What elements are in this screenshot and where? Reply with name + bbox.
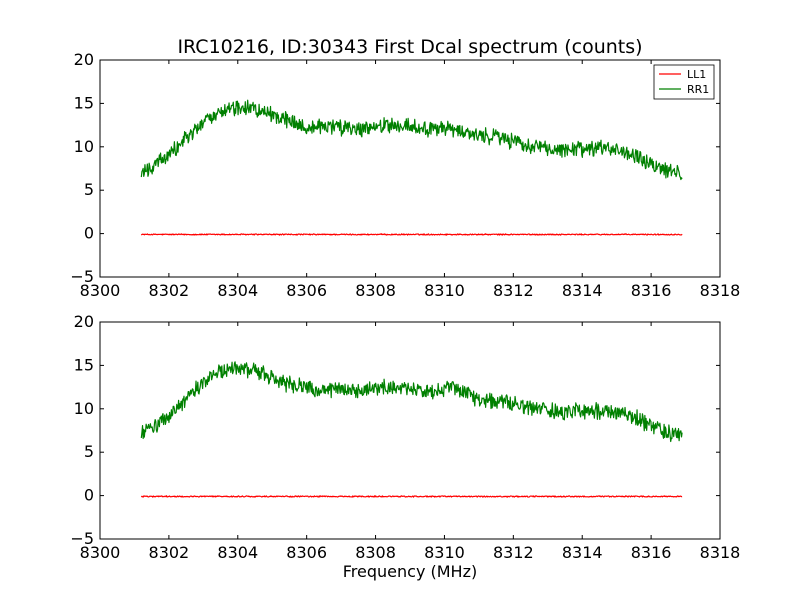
x-tick-label: 8310 (424, 543, 465, 562)
panel-top: 8300 8302 8304 8306 8308 8310 8312 8314 8316 8318… (70, 50, 740, 300)
x-tick-label: 8302 (149, 543, 190, 562)
x-tick-label: 8308 (355, 281, 396, 300)
y-tick-label: 15 (74, 93, 94, 112)
y-tick-label: 0 (84, 486, 94, 505)
x-tick-label: 8304 (217, 543, 258, 562)
y-tick-label: 20 (74, 50, 94, 69)
x-tick-label: 8318 (700, 281, 741, 300)
panel-bottom: 8300 8302 8304 8306 8308 8310 8312 8314 8316 8318… (70, 312, 740, 562)
plot-frame-bottom (99, 321, 721, 540)
x-tick-label: 8304 (217, 281, 258, 300)
x-tick-label: 8316 (631, 543, 672, 562)
y-tick-label: −5 (70, 267, 94, 286)
plot-frame-top (99, 59, 721, 278)
x-tick-label: 8312 (493, 543, 534, 562)
y-tick-label: 10 (74, 137, 94, 156)
y-tick-label: 5 (84, 180, 94, 199)
chart-title: IRC10216, ID:30343 First Dcal spectrum (… (177, 36, 642, 58)
x-tick-label: 8306 (286, 543, 327, 562)
x-tick-label: 8302 (149, 281, 190, 300)
x-tick-label: 8308 (355, 543, 396, 562)
x-tick-label: 8312 (493, 281, 534, 300)
x-tick-label: 8306 (286, 281, 327, 300)
x-tick-label: 8314 (562, 543, 603, 562)
x-axis-label: Frequency (MHz) (343, 562, 477, 581)
series-line-rr1 (140, 361, 683, 443)
series-line-ll1 (140, 495, 683, 498)
y-tick-label: 20 (74, 312, 94, 331)
x-tick-label: 8310 (424, 281, 465, 300)
x-tick-label: 8316 (631, 281, 672, 300)
y-tick-label: 10 (74, 399, 94, 418)
y-tick-label: 0 (84, 224, 94, 243)
legend-label-rr1: RR1 (687, 83, 709, 96)
x-tick-label: 8314 (562, 281, 603, 300)
x-tick-label: 8300 (80, 543, 121, 562)
panels-layer: 8300 8302 8304 8306 8308 8310 8312 8314 8316 8318… (70, 50, 740, 562)
series-line-rr1 (140, 99, 683, 181)
x-tick-label: 8318 (700, 543, 741, 562)
legend-box (653, 64, 715, 100)
y-tick-label: 5 (84, 442, 94, 461)
y-tick-label: 15 (74, 355, 94, 374)
x-tick-label: 8300 (80, 281, 121, 300)
series-line-ll1 (140, 233, 683, 236)
y-tick-label: −5 (70, 529, 94, 548)
legend-label-ll1: LL1 (687, 68, 706, 81)
